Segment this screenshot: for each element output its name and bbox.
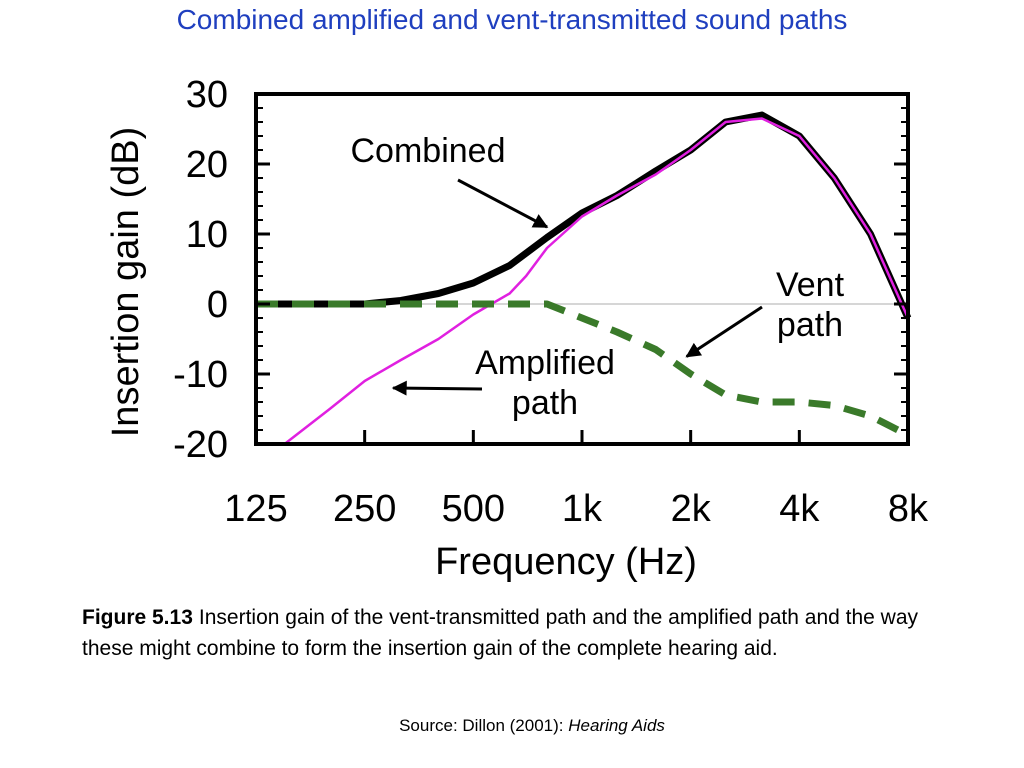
series-layer [256,111,912,445]
source-prefix: Source: Dillon (2001): [399,716,569,735]
tick-layer [254,92,910,446]
x-tick-label: 250 [333,488,396,530]
series-line-amplified-path [283,117,910,445]
x-axis-title: Frequency (Hz) [435,541,697,583]
tick-label-layer: 30 20 10 0 -10 -20 125 250 500 1k 2k 4k 8k [173,74,929,530]
gain-chart: 30 20 10 0 -10 -20 125 250 500 1k 2k 4k 8k Frequency… [105,74,929,583]
y-tick-label: -20 [173,424,228,466]
y-tick-label: 10 [186,214,228,256]
annotation-amplified-path: Amplified path [475,344,615,422]
annotation-arrow-amplified-path [391,380,483,396]
y-tick-label: 0 [207,284,228,326]
y-tick-label: 30 [186,74,228,116]
x-tick-label: 125 [224,488,287,530]
annotation-line: path [777,306,843,344]
x-tick-label: 2k [671,488,712,530]
annotation-line: path [512,384,578,422]
x-tick-label: 8k [888,488,929,530]
series-line-vent-path [256,300,900,434]
slide-title: Combined amplified and vent-transmitted … [176,4,848,35]
x-tick-label: 500 [442,488,505,530]
source-book-title: Hearing Aids [568,716,665,735]
y-tick-label: 20 [186,144,228,186]
y-tick-label: -10 [173,354,228,396]
figure-caption-text: Insertion gain of the vent-transmitted p… [82,606,919,660]
annotation-arrow-vent-path [685,305,763,358]
figure-caption: Figure 5.13 Insertion gain of the vent-tr… [82,602,932,664]
x-tick-label: 1k [562,488,603,530]
annotation-line: Combined [351,132,506,170]
annotation-arrow-combined [457,178,549,229]
x-tick-label: 4k [779,488,820,530]
annotation-line: Amplified [475,344,615,382]
annotation-combined: Combined [351,132,506,170]
annotation-vent-path: Vent path [776,266,845,344]
annotation-line: Vent [776,266,845,304]
figure-label: Figure 5.13 [82,606,193,629]
y-axis-title: Insertion gain (dB) [105,127,147,438]
source-line: Source: Dillon (2001): Hearing Aids [0,716,1024,736]
